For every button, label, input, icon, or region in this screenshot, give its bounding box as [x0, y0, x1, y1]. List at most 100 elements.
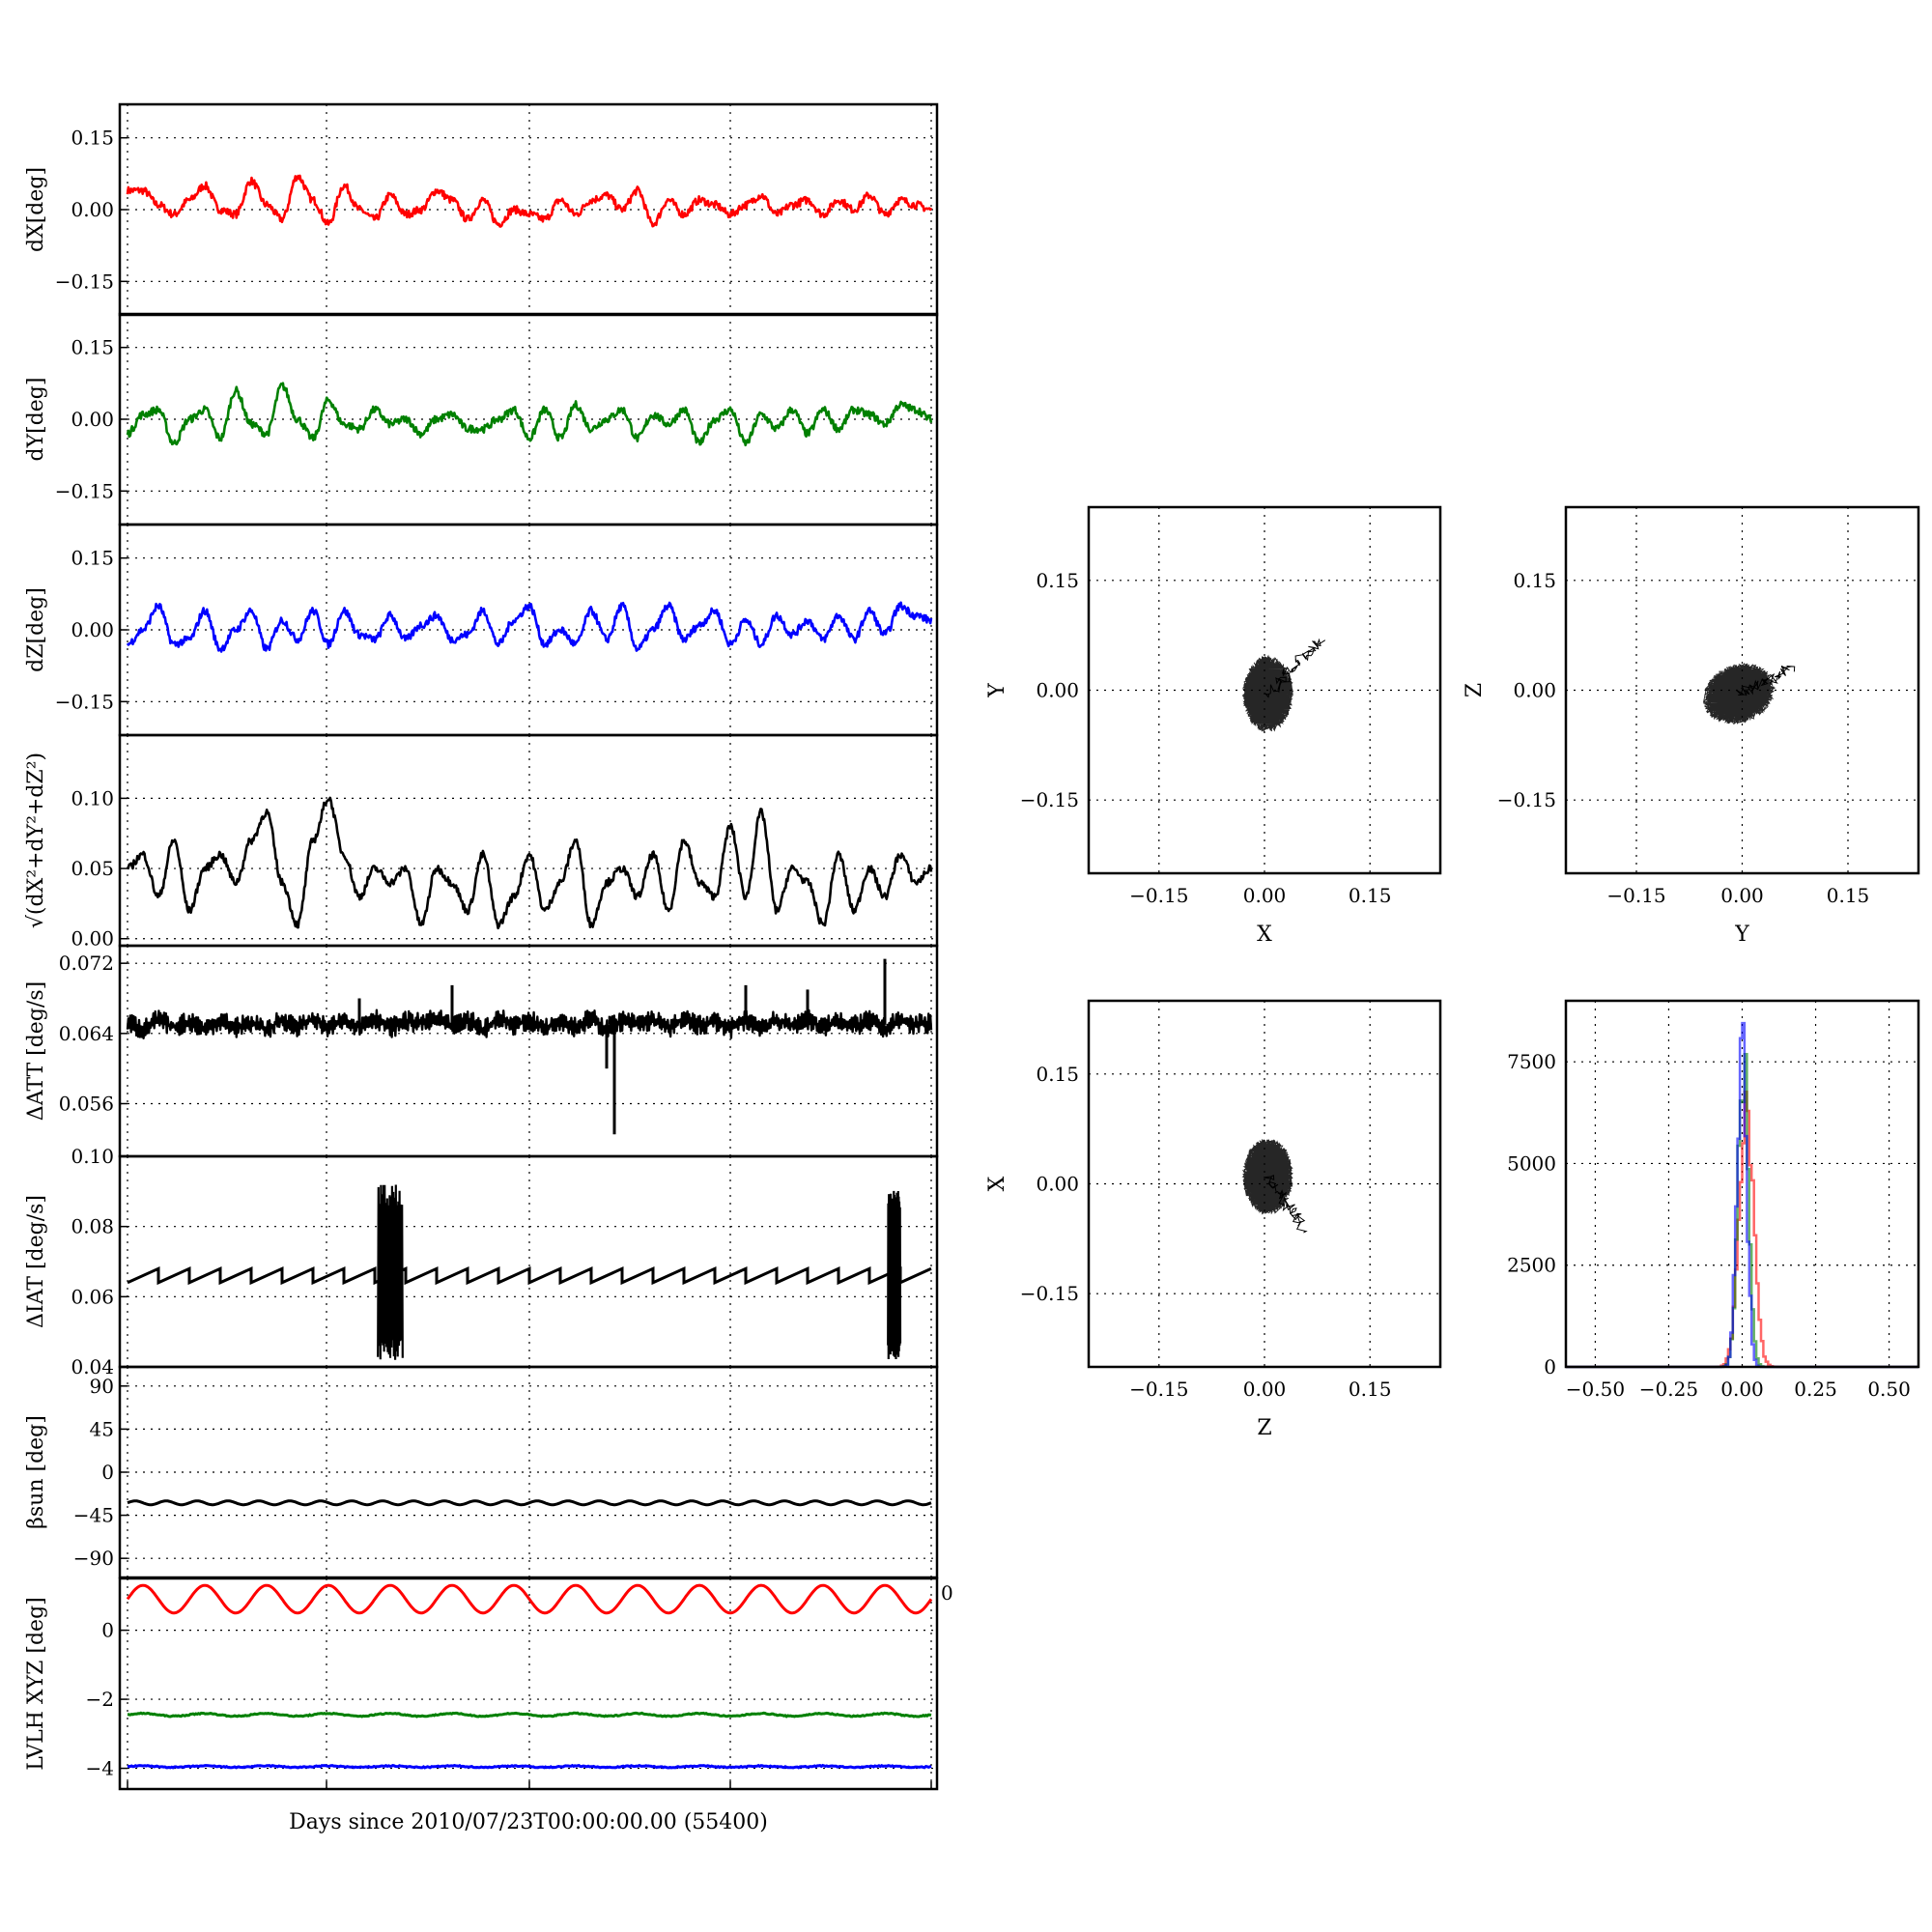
y-tick-label: 0: [101, 1619, 114, 1642]
y-axis-label: LVLH XYZ [deg]: [24, 1597, 48, 1771]
scatter-panel-2: −0.15 −0.15 0.00 0.00 0.15 0.15 Y Z: [1463, 505, 1920, 947]
y-tick-label: −45: [73, 1504, 114, 1527]
panel-frame: [118, 1365, 939, 1579]
y-tick-label: 0.15: [71, 127, 114, 150]
y-tick-label: 90: [90, 1375, 114, 1398]
series-line-1: [126, 1583, 933, 1615]
trajectory-tail: [1264, 1175, 1308, 1234]
panel-frame: [1564, 505, 1920, 875]
y-tick-label: 0.00: [71, 618, 114, 641]
panel-frame: [118, 944, 939, 1158]
y-axis-label: dY[deg]: [24, 378, 48, 462]
y-tick-label: 0: [101, 1461, 114, 1484]
panel-frame: [118, 733, 939, 948]
scatter-panel-1: −0.15 −0.15 0.00 0.00 0.15 0.15 X Y: [985, 505, 1442, 947]
x-axis-label: X: [1257, 923, 1272, 947]
y-tick-label: −0.15: [1497, 788, 1556, 811]
y-tick-label: 0.00: [1513, 679, 1556, 702]
x-tick-label: 0.15: [1827, 884, 1870, 907]
y-tick-label: 0.15: [71, 336, 114, 359]
series-line-1: [126, 796, 933, 930]
x-tick-label: −0.15: [1129, 1378, 1188, 1401]
histogram-panel: −0.50 −0.25 0.00 0.25 0.50 0 2500 5000 7500: [1507, 999, 1920, 1401]
x-tick-label: 0.25: [1794, 1378, 1837, 1401]
y-axis-label: dZ[deg]: [24, 587, 48, 672]
y-axis-label: √(dX²+dY²+dZ²): [24, 753, 48, 928]
trajectory-path: [1241, 1138, 1293, 1215]
timeseries-panel-6: 0.04 0.06 0.08 0.10 ΔIAT [deg/s]: [24, 1145, 939, 1378]
series-line-1: [126, 1009, 933, 1039]
y-tick-label: 0: [1544, 1355, 1556, 1378]
x-tick-label: 0.00: [1720, 1378, 1764, 1401]
y-tick-label: 45: [90, 1417, 114, 1440]
x-tick-label: 0.00: [1243, 1378, 1287, 1401]
panel-frame: [1087, 505, 1442, 875]
trajectory-path: [1703, 663, 1776, 725]
y-axis-label: ΔATT [deg/s]: [24, 981, 48, 1121]
y-tick-label: 0.15: [1513, 569, 1556, 592]
y-tick-label: −4: [86, 1757, 114, 1780]
timeseries-panel-4: 0.00 0.05 0.10 √(dX²+dY²+dZ²): [24, 733, 939, 951]
series-line-1: [127, 1265, 932, 1286]
trajectory-path: [1241, 654, 1294, 733]
trajectory-tail: [1735, 665, 1796, 696]
scatter-panel-3: −0.15 −0.15 0.00 0.00 0.15 0.15 Z X: [985, 999, 1442, 1440]
y-tick-label: 0.064: [59, 1022, 114, 1045]
x-tick-label: −0.15: [1129, 884, 1188, 907]
y-tick-label: −2: [86, 1688, 114, 1711]
y-axis-label: βsun [deg]: [24, 1415, 48, 1529]
plot-area: [126, 382, 933, 447]
plot-area: [126, 796, 933, 930]
y-tick-label: −0.15: [55, 479, 114, 502]
plot-area: [126, 958, 933, 1135]
timeseries-panel-7: −90 −45 0 45 90 βsun [deg]: [24, 1365, 939, 1579]
y-tick-label: −0.15: [1020, 1282, 1079, 1305]
x-axis-label: Y: [1734, 923, 1749, 947]
plot-area: [127, 1499, 932, 1507]
series-line-1: [127, 1499, 932, 1507]
y-tick-label: −0.15: [1020, 788, 1079, 811]
y-tick-label: 2500: [1507, 1254, 1556, 1277]
timeseries-panel-3: −0.15 0.00 0.15 dZ[deg]: [24, 523, 939, 737]
x-tick-label: 0.15: [1349, 884, 1392, 907]
plot-area: [126, 1583, 933, 1770]
series-line-1: [126, 174, 933, 228]
x-tick-label: 0.00: [1720, 884, 1764, 907]
series-line-1: [126, 382, 933, 447]
y-axis-label: ΔIAT [deg/s]: [24, 1195, 48, 1328]
y-tick-label: 0.072: [59, 952, 114, 975]
series-line-1: [126, 601, 933, 653]
y-axis-label: dX[deg]: [24, 167, 48, 252]
y-axis-label: Y: [985, 683, 1009, 698]
y-tick-label: 0.06: [71, 1285, 114, 1308]
y-tick-label: 0.05: [71, 857, 114, 880]
y-tick-label: 0.056: [59, 1093, 114, 1116]
y-axis-label: Z: [1463, 683, 1487, 697]
y-axis-label: X: [985, 1176, 1009, 1191]
y-tick-label: 0.10: [71, 786, 114, 810]
x-tick-label: 0.00: [1243, 884, 1287, 907]
plot-area: [126, 601, 933, 653]
time-axis-label: Days since 2010/07/23T00:00:00.00 (55400…: [289, 1810, 768, 1834]
y-tick-label: 0.10: [71, 1145, 114, 1168]
x-tick-label: −0.50: [1566, 1378, 1625, 1401]
panel-frame: [1087, 999, 1442, 1369]
stray-tick-label: 0: [941, 1581, 953, 1605]
series-line-2: [127, 1711, 932, 1719]
x-tick-label: 0.15: [1349, 1378, 1392, 1401]
panel-frame: [118, 1577, 939, 1791]
y-tick-label: 7500: [1507, 1050, 1556, 1073]
burst-mark: [887, 1190, 902, 1360]
plot-area: [127, 1184, 932, 1360]
panels: −0.15 0.00 0.15 dX[deg] −0.15 0.00 0.15 dY[deg]…: [24, 102, 1920, 1791]
panel-frame: [1564, 999, 1920, 1369]
x-tick-label: 0.50: [1867, 1378, 1911, 1401]
y-tick-label: 0.04: [71, 1355, 114, 1378]
y-tick-label: 0.00: [1036, 1173, 1079, 1196]
trajectory-tail: [1264, 638, 1326, 698]
timeseries-panel-5: 0.056 0.064 0.072 ΔATT [deg/s]: [24, 944, 939, 1158]
y-tick-label: −0.15: [55, 270, 114, 293]
timeseries-panel-1: −0.15 0.00 0.15 dX[deg]: [24, 102, 939, 317]
series-line-3: [127, 1763, 932, 1770]
